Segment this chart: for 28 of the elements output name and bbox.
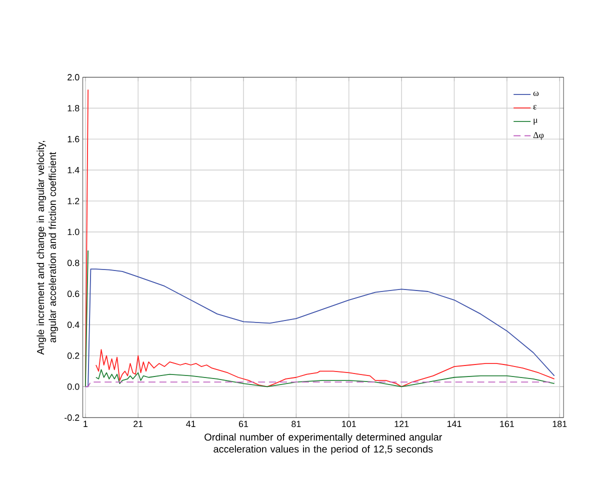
y-tick-label: 1.6 xyxy=(68,136,80,142)
y-tick-label: 1.0 xyxy=(68,228,80,236)
y-tick-label: -0.2 xyxy=(64,414,80,421)
y-tick-label: 0.2 xyxy=(67,352,80,359)
y-tick-label: 2.0 xyxy=(68,74,80,80)
legend-label: ω xyxy=(533,92,539,96)
x-tick-label: 121 xyxy=(394,420,409,428)
x-tick-label: 1 xyxy=(84,420,88,427)
y-tick-label: 0.4 xyxy=(67,322,80,328)
y-tick-label: 0.6 xyxy=(67,290,80,298)
x-tick-label: 101 xyxy=(342,420,356,428)
x-axis-title: Ordinal number of experimentally determined angular acceleration values in the period of 12,5 seconds xyxy=(204,433,442,455)
legend-label: μ xyxy=(534,118,538,125)
y-axis-title: Angle increment and change in angular velocity, angular acceleration and friction coefficient xyxy=(36,141,58,355)
y-tick-label: 1.8 xyxy=(68,104,80,112)
x-tick-label: 81 xyxy=(292,420,301,428)
x-tick-label: 181 xyxy=(552,420,567,428)
y-tick-label: 1.2 xyxy=(68,198,80,204)
legend-label: Δφ xyxy=(533,132,544,140)
x-tick-label: 21 xyxy=(134,420,143,428)
x-tick-label: 161 xyxy=(500,420,514,428)
y-tick-label: 0.8 xyxy=(67,260,80,266)
x-tick-label: 61 xyxy=(238,420,248,428)
legend-label: ε xyxy=(533,105,537,110)
x-tick-label: 41 xyxy=(186,420,196,427)
x-tick-label: 141 xyxy=(447,420,462,427)
y-tick-label: 0.0 xyxy=(67,383,80,390)
y-tick-label: 1.4 xyxy=(68,166,80,174)
